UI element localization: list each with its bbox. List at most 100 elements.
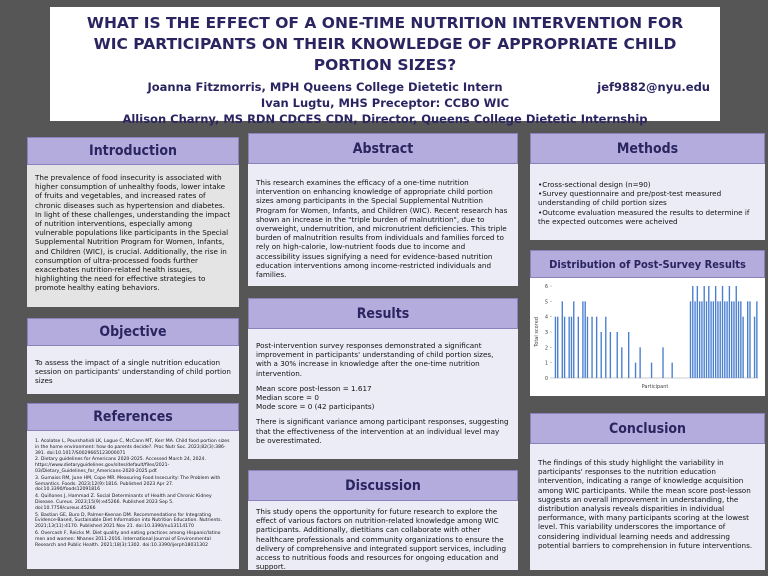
heading: Objective bbox=[27, 318, 239, 346]
paragraph: Mean score post-lesson = 1.617 bbox=[256, 383, 372, 393]
y-tick-label: 4 bbox=[545, 315, 548, 321]
bar bbox=[577, 316, 580, 378]
bar bbox=[712, 301, 715, 378]
bar bbox=[616, 332, 618, 378]
list-item: •Survey questionnaire and pre/post-test … bbox=[538, 189, 722, 208]
heading: Distribution of Post-Survey Results bbox=[530, 250, 765, 278]
author: Allison Charny, MS RDN CDCES CDN, Direct… bbox=[122, 112, 648, 126]
bar bbox=[717, 301, 719, 378]
author: Joanna Fitzmorris, MPH Queens College Di… bbox=[147, 80, 503, 94]
bar bbox=[753, 316, 756, 378]
bar bbox=[639, 347, 641, 378]
reference: 2. Dietary guidelines for Americans 2020… bbox=[35, 457, 206, 474]
heading: Results bbox=[248, 298, 518, 329]
y-tick-label: 1 bbox=[545, 361, 548, 367]
heading: Introduction bbox=[27, 137, 239, 165]
chart-panel: 0 1 2 3 4 5 6 Participant Total scored bbox=[530, 278, 765, 396]
list-item: •Cross-sectional design (n=90) bbox=[538, 180, 651, 189]
bar bbox=[696, 286, 699, 378]
heading: References bbox=[27, 403, 239, 431]
bar bbox=[735, 286, 737, 378]
bar bbox=[701, 301, 703, 378]
body-text: The findings of this study highlight the… bbox=[530, 444, 765, 570]
bar bbox=[733, 301, 735, 378]
paragraph: Mode score = 0 (42 participants) bbox=[256, 402, 375, 412]
bar bbox=[742, 316, 744, 378]
bar bbox=[714, 286, 717, 378]
bar bbox=[719, 301, 721, 378]
y-tick-label: 5 bbox=[545, 299, 548, 305]
bar bbox=[710, 301, 712, 378]
reference-list: 1. Acolatse L, Pourshahidi LK, Logue C, … bbox=[27, 431, 239, 569]
bar bbox=[726, 301, 728, 378]
body-text: Post-intervention survey responses demon… bbox=[248, 329, 518, 459]
bar bbox=[634, 362, 637, 378]
body-text: To assess the impact of a single nutriti… bbox=[27, 346, 239, 394]
bar bbox=[586, 316, 589, 378]
body-text: This research examines the efficacy of a… bbox=[248, 164, 518, 286]
bar bbox=[595, 316, 598, 378]
title: WHAT IS THE EFFECT OF A ONE-TIME NUTRITI… bbox=[86, 14, 684, 74]
bar bbox=[724, 301, 726, 378]
bar bbox=[671, 362, 673, 378]
y-axis-label: Total scored bbox=[534, 317, 540, 348]
bar bbox=[740, 301, 742, 378]
bar bbox=[747, 301, 749, 378]
heading: Abstract bbox=[248, 133, 518, 164]
bar bbox=[561, 301, 563, 378]
bar bbox=[737, 301, 740, 378]
heading: Methods bbox=[530, 133, 765, 164]
body-text: •Cross-sectional design (n=90) •Survey qu… bbox=[530, 164, 765, 240]
bar bbox=[703, 286, 705, 378]
bar bbox=[749, 301, 751, 378]
reference: 1. Acolatse L, Pourshahidi LK, Logue C, … bbox=[35, 439, 230, 456]
bar bbox=[568, 316, 570, 378]
reference: 5. Bastian GE, Buro D, Palmer-Keenan DM.… bbox=[35, 512, 223, 530]
bar bbox=[582, 301, 584, 378]
bar bbox=[557, 316, 559, 378]
bar bbox=[591, 316, 593, 378]
reference: 6. Overcash F, Reicks M. Diet quality an… bbox=[35, 530, 221, 548]
bar bbox=[554, 316, 557, 378]
y-tick-label: 3 bbox=[545, 330, 548, 336]
bar bbox=[689, 301, 692, 378]
bar bbox=[600, 332, 602, 378]
bar bbox=[698, 301, 701, 378]
bar bbox=[627, 332, 630, 378]
bar bbox=[570, 316, 573, 378]
paragraph: Median score = 0 bbox=[256, 393, 319, 403]
y-tick-label: 6 bbox=[545, 284, 548, 290]
bar bbox=[756, 301, 758, 378]
bar bbox=[609, 332, 612, 378]
y-tick-label: 2 bbox=[545, 345, 548, 351]
bar bbox=[708, 286, 710, 378]
bar bbox=[563, 316, 566, 378]
bar bbox=[721, 286, 724, 378]
x-axis-label: Participant bbox=[642, 384, 669, 390]
y-tick-label: 0 bbox=[545, 376, 548, 382]
chart: 0 1 2 3 4 5 6 Participant Total scored bbox=[534, 284, 758, 390]
email: jef9882@nyu.edu bbox=[597, 80, 710, 94]
bar bbox=[730, 301, 733, 378]
bar bbox=[584, 301, 586, 378]
heading: Conclusion bbox=[530, 413, 765, 444]
bar bbox=[705, 301, 708, 378]
bar bbox=[692, 286, 694, 378]
paragraph: There is significant variance among part… bbox=[256, 417, 509, 445]
reference: 3. Gumaiss RM, June HM, Cope MR. Measuri… bbox=[35, 475, 221, 493]
body-text: This study opens the opportunity for fut… bbox=[248, 501, 518, 570]
bar bbox=[621, 347, 623, 378]
heading: Discussion bbox=[248, 470, 518, 501]
bar bbox=[573, 301, 575, 378]
author: Ivan Lugtu, MHS Preceptor: CCBO WIC bbox=[260, 96, 510, 110]
bar bbox=[728, 286, 731, 378]
list-item: •Outcome evaluation measured the results… bbox=[538, 207, 750, 226]
paragraph: Post-intervention survey responses demon… bbox=[256, 341, 494, 378]
bar bbox=[694, 301, 696, 378]
reference: 4. Quiñones J, Hammad Z. Social Determin… bbox=[35, 494, 212, 511]
bar bbox=[605, 316, 607, 378]
bar bbox=[650, 362, 653, 378]
bar bbox=[662, 347, 664, 378]
title-block: WHAT IS THE EFFECT OF A ONE-TIME NUTRITI… bbox=[50, 7, 720, 126]
